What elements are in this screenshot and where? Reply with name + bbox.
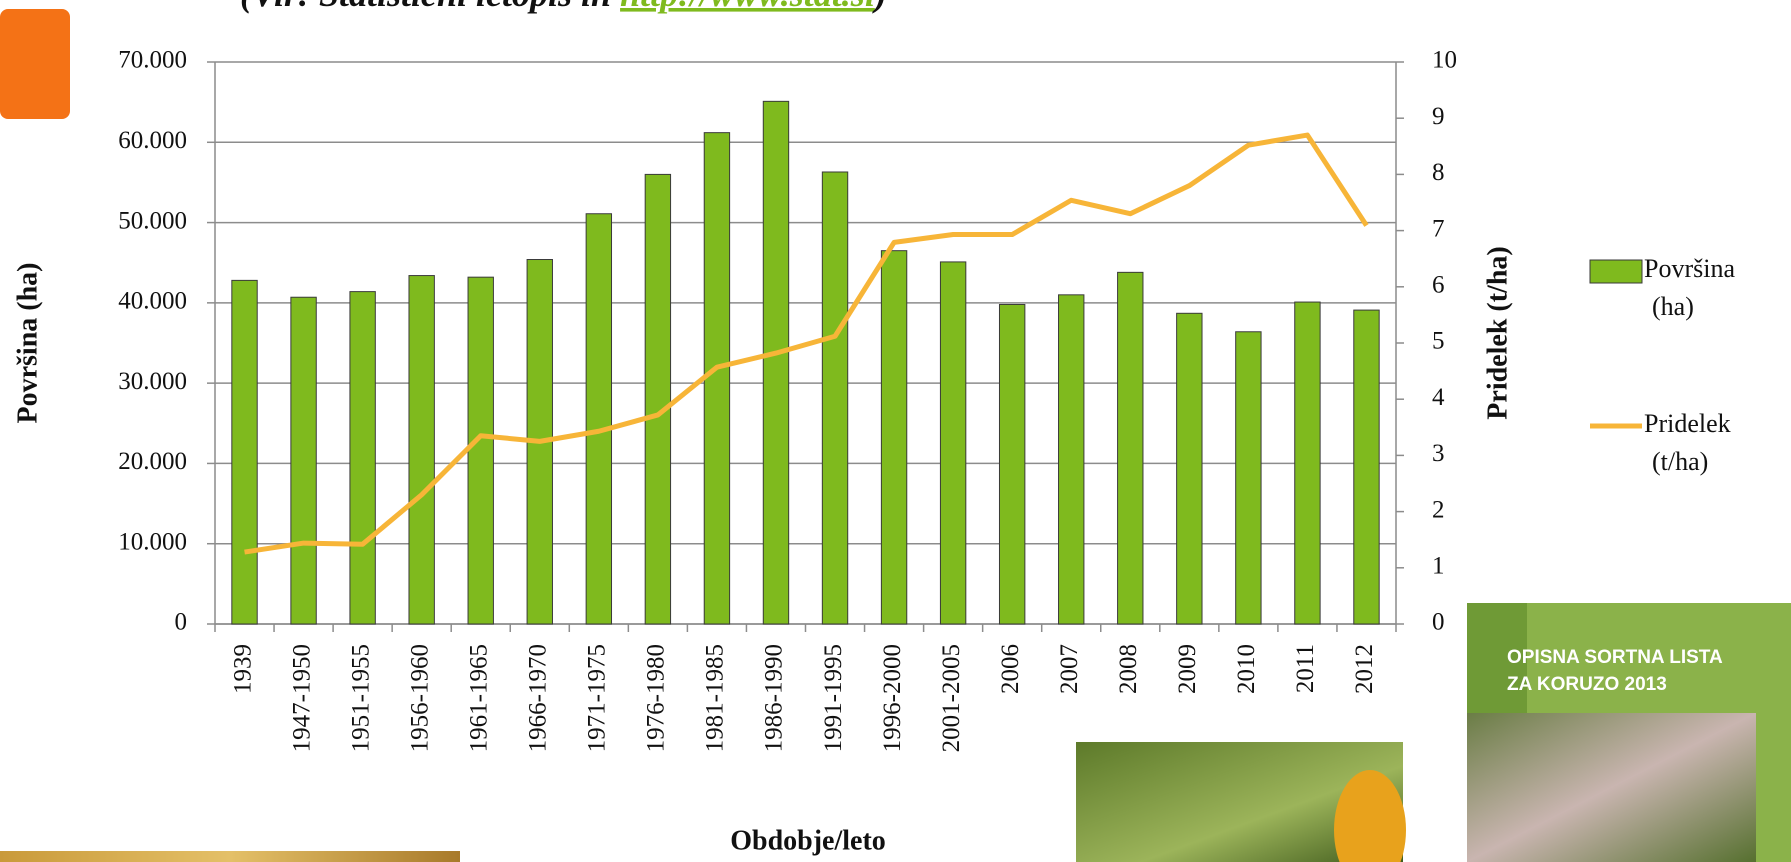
bar	[291, 297, 316, 624]
bar	[645, 174, 670, 624]
y2-tick-label: 9	[1432, 103, 1445, 130]
bar	[468, 277, 493, 624]
slide: (Vir: Statistični letopis in http://www.…	[0, 0, 1791, 862]
bar	[586, 214, 611, 624]
x-tick-label: 2010	[1233, 644, 1260, 694]
y2-tick-label: 3	[1432, 440, 1445, 467]
y-tick-label: 0	[175, 609, 188, 636]
bar	[704, 133, 729, 624]
bar	[881, 251, 906, 624]
x-tick-label: 2006	[997, 644, 1024, 694]
bar	[1354, 310, 1379, 624]
x-tick-label: 1951-1955	[347, 644, 374, 752]
bar	[350, 292, 375, 624]
y2-tick-label: 6	[1432, 272, 1445, 299]
x-tick-label: 1976-1980	[643, 644, 670, 752]
accent-block	[0, 9, 70, 119]
x-tick-label: 2001-2005	[938, 644, 965, 752]
x-tick-label: 2011	[1292, 644, 1319, 693]
x-tick-label: 1991-1995	[820, 644, 847, 752]
y-tick-label: 20.000	[118, 448, 187, 475]
y2-tick-label: 0	[1432, 609, 1445, 636]
y2-tick-label: 5	[1432, 328, 1445, 355]
y-tick-label: 10.000	[118, 528, 187, 555]
bar	[822, 172, 847, 624]
bar	[1118, 272, 1143, 624]
x-tick-label: 1961-1965	[465, 644, 492, 752]
page: {"header": {"source_prefix": "(Vir: Stat…	[0, 0, 1791, 862]
y2-tick-label: 8	[1432, 159, 1445, 186]
x-tick-label: 1956-1960	[406, 644, 433, 752]
x-axis-title: Obdobje/leto	[730, 825, 886, 856]
x-tick-label: 1986-1990	[761, 644, 788, 752]
x-tick-label: 2009	[1174, 644, 1201, 694]
bar	[940, 262, 965, 624]
legend-label: Površina(ha)	[1644, 254, 1735, 321]
source-link[interactable]: http://www.stat.si	[620, 0, 875, 14]
y2-tick-label: 7	[1432, 215, 1445, 242]
x-tick-label: 1939	[229, 644, 256, 694]
y2-tick-label: 2	[1432, 496, 1445, 523]
y2-tick-label: 4	[1432, 384, 1445, 411]
cover-photo	[1467, 713, 1756, 862]
x-tick-label: 2008	[1115, 644, 1142, 694]
x-tick-label: 2012	[1351, 644, 1378, 694]
bar	[1236, 332, 1261, 624]
y-axis-title: Površina (ha)	[12, 263, 43, 424]
bar	[1177, 313, 1202, 624]
x-tick-label: 1981-1985	[702, 644, 729, 752]
y2-tick-label: 1	[1432, 553, 1445, 580]
source-note: (Vir: Statistični letopis in http://www.…	[240, 0, 887, 14]
x-tick-label: 1966-1970	[525, 644, 552, 752]
bar	[763, 101, 788, 624]
x-tick-label: 1996-2000	[879, 644, 906, 752]
legend-swatch	[1590, 260, 1642, 283]
y-tick-label: 40.000	[118, 288, 187, 315]
y2-axis-title: Pridelek (t/ha)	[1482, 246, 1513, 419]
bar	[999, 304, 1024, 624]
y-tick-label: 30.000	[118, 368, 187, 395]
y2-tick-label: 10	[1432, 47, 1457, 74]
cover-title-1: OPISNA SORTNA LISTA	[1507, 647, 1723, 668]
legend-label: Pridelek(t/ha)	[1644, 409, 1731, 476]
photo-corn	[0, 851, 460, 862]
y-tick-label: 70.000	[118, 47, 187, 74]
source-suffix: )	[872, 0, 887, 14]
source-prefix: (Vir: Statistični letopis in	[240, 0, 620, 14]
bar	[1059, 295, 1084, 624]
x-tick-label: 1947-1950	[288, 644, 315, 752]
bar	[409, 276, 434, 624]
y-tick-label: 60.000	[118, 127, 187, 154]
x-tick-label: 1971-1975	[584, 644, 611, 752]
cover-title-2: ZA KORUZO 2013	[1507, 674, 1667, 695]
bar	[1295, 302, 1320, 624]
bar	[232, 280, 257, 624]
x-tick-label: 2007	[1056, 644, 1083, 694]
y-tick-label: 50.000	[118, 207, 187, 234]
